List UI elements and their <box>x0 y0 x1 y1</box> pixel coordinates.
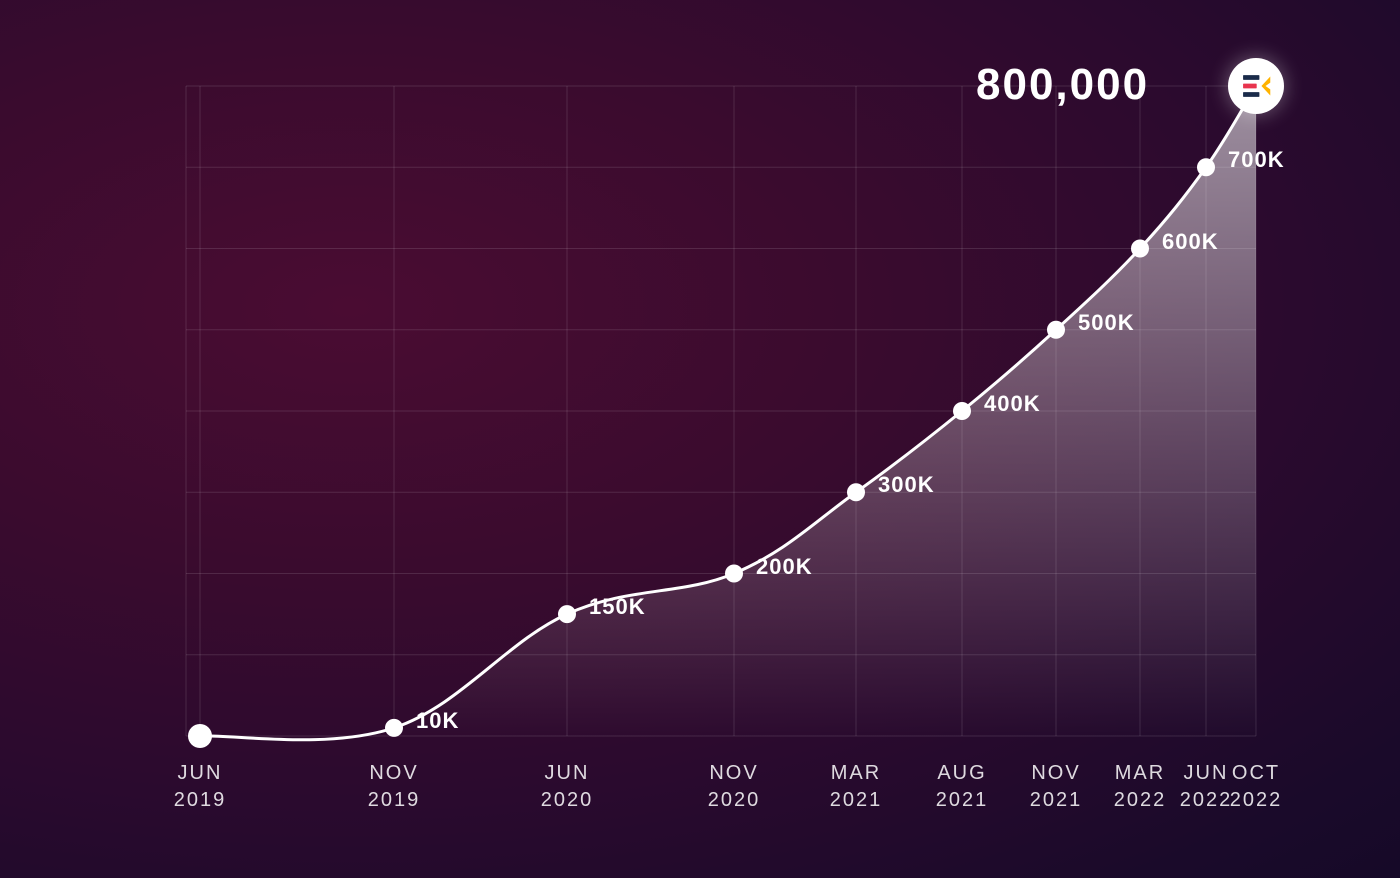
chart-final-value-label: 800,000 <box>976 60 1149 110</box>
data-point-label: 10K <box>416 708 459 734</box>
chart-marker <box>725 565 743 583</box>
data-point-label: 500K <box>1078 310 1135 336</box>
data-point-label: 200K <box>756 554 813 580</box>
chart-marker <box>1047 321 1065 339</box>
x-axis-label: NOV 2020 <box>708 760 761 814</box>
x-axis-label: NOV 2021 <box>1030 760 1083 814</box>
growth-chart <box>0 0 1400 878</box>
chart-marker <box>1131 240 1149 258</box>
data-point-label: 600K <box>1162 229 1219 255</box>
x-axis-label: JUN 2019 <box>174 760 227 814</box>
data-point-label: 400K <box>984 391 1041 417</box>
chart-marker <box>953 402 971 420</box>
chart-marker <box>847 483 865 501</box>
x-axis-label: JUN 2022 <box>1180 760 1233 814</box>
data-point-label: 150K <box>589 594 646 620</box>
chart-marker <box>385 719 403 737</box>
x-axis-label: MAR 2022 <box>1114 760 1167 814</box>
chart-marker <box>188 724 212 748</box>
x-axis-label: NOV 2019 <box>368 760 421 814</box>
x-axis-label: MAR 2021 <box>830 760 883 814</box>
chart-marker <box>558 605 576 623</box>
brand-logo-icon <box>1239 69 1273 103</box>
chart-area-fill <box>200 86 1256 740</box>
data-point-label: 300K <box>878 472 935 498</box>
x-axis-label: JUN 2020 <box>541 760 594 814</box>
chart-final-badge <box>1228 58 1284 114</box>
x-axis-label: OCT 2022 <box>1230 760 1283 814</box>
chart-marker <box>1197 158 1215 176</box>
data-point-label: 700K <box>1228 147 1285 173</box>
x-axis-label: AUG 2021 <box>936 760 989 814</box>
